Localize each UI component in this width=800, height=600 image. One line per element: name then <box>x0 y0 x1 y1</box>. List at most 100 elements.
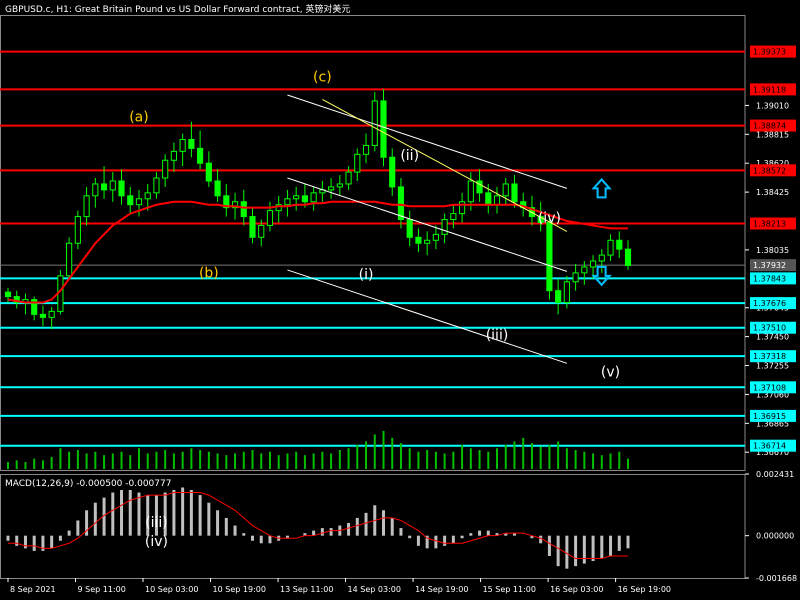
candle-body <box>179 138 186 152</box>
support-level-price-label: 1.37510 <box>753 324 786 333</box>
candle-body <box>424 239 431 244</box>
price-axis: 1.39010 1.38815 1.38620 1.38425 1.38035 1.376… <box>745 45 797 583</box>
candle-body <box>476 180 483 194</box>
candle-body <box>546 221 553 292</box>
candle-body <box>555 290 562 304</box>
candle-body <box>162 159 169 179</box>
current-price-label: 1.37932 <box>753 261 786 270</box>
support-level-price-label: 1.37108 <box>753 383 786 392</box>
price-tick-label: 1.38035 <box>756 246 789 255</box>
candle-body <box>406 219 413 238</box>
price-tick-label: 1.38425 <box>756 188 789 197</box>
candle-body <box>310 192 317 203</box>
candle-body <box>328 186 335 191</box>
channel-line <box>287 177 568 272</box>
wave-label: (iv) <box>538 210 561 226</box>
candle-body <box>249 216 256 238</box>
macd-wave-label: (iv) <box>145 534 168 550</box>
resistance-level-price-label: 1.38213 <box>753 220 786 229</box>
price-tick-label: 1.39010 <box>756 101 789 110</box>
arrow-down-icon <box>591 265 612 287</box>
candle-body <box>502 183 509 197</box>
price-tick-label: 1.36865 <box>756 419 789 428</box>
resistance-level-price-label: 1.38874 <box>753 122 786 131</box>
macd-panel: (iii) (iv) <box>6 487 630 569</box>
resistance-level-price-label: 1.38572 <box>753 166 786 175</box>
price-pane-frame <box>0 15 746 471</box>
price-tick-label: 1.37450 <box>756 333 789 342</box>
resistance-level-price-label: 1.39118 <box>753 85 786 94</box>
candle-body <box>197 147 204 164</box>
candle-body <box>223 195 230 209</box>
candle-body <box>231 201 239 209</box>
support-level-price-label: 1.36714 <box>753 442 786 451</box>
candle-body <box>109 180 116 191</box>
candle-body <box>135 198 143 206</box>
candle-body <box>441 219 448 235</box>
current-price-box <box>750 259 796 272</box>
chart-title: GBPUSD.c, H1: Great Britain Pound vs US … <box>5 3 350 15</box>
price-tick-label: 1.38620 <box>756 159 789 168</box>
candle-body <box>511 183 518 203</box>
resistance-level-price-box <box>750 83 796 96</box>
channel-line <box>287 94 568 189</box>
support-level-price-box <box>750 409 796 422</box>
support-level-price-box <box>750 439 796 452</box>
candle-body <box>624 248 632 266</box>
candle-body <box>467 180 474 203</box>
candles-layer <box>4 89 632 330</box>
candle-body <box>301 195 308 203</box>
channel-line <box>287 269 568 364</box>
resistance-level-price-box <box>750 164 796 177</box>
trendlines-layer <box>287 94 612 364</box>
time-tick-label: 10 Sep 03:00 <box>145 585 198 594</box>
volume-layer <box>7 431 629 469</box>
candle-body <box>485 192 492 206</box>
candle-body <box>39 313 47 318</box>
candle-body <box>415 236 422 244</box>
time-axis: 8 Sep 2021 9 Sep 11:00 10 Sep 03:00 10 Sep … <box>7 578 671 594</box>
support-level-price-box <box>750 297 796 310</box>
support-level-price-label: 1.37676 <box>753 299 786 308</box>
wave-label: (c) <box>313 70 332 86</box>
candle-body <box>188 138 195 149</box>
time-tick-label: 16 Sep 19:00 <box>618 585 671 594</box>
time-tick-label: 8 Sep 2021 <box>10 585 56 594</box>
candle-body <box>616 239 623 250</box>
wave-label: (a) <box>129 110 149 126</box>
candle-body <box>170 150 177 161</box>
candle-body <box>293 195 300 200</box>
candle-body <box>205 162 212 182</box>
support-level-price-box <box>750 321 796 334</box>
candle-body <box>74 216 81 244</box>
macd-tick-label: -0.001668 <box>756 574 797 583</box>
candle-body <box>380 100 387 158</box>
time-tick-label: 9 Sep 11:00 <box>78 585 126 594</box>
candle-body <box>345 171 352 185</box>
support-level-price-label: 1.37843 <box>753 274 786 283</box>
candle-body <box>537 216 544 223</box>
candle-body <box>397 186 405 221</box>
candle-body <box>240 201 247 218</box>
wave-label: (i) <box>359 267 374 283</box>
candle-body <box>589 260 597 268</box>
wave-label: (iii) <box>486 328 509 344</box>
candle-body <box>258 224 265 238</box>
candle-body <box>459 201 466 215</box>
macd-tick-label: 0.002431 <box>756 470 794 479</box>
candle-body <box>450 213 457 221</box>
candle-body <box>493 195 501 206</box>
resistance-level-price-box <box>750 119 796 132</box>
resistance-level-price-box <box>750 217 796 230</box>
candle-body <box>389 156 396 188</box>
support-level-price-label: 1.37318 <box>753 352 786 361</box>
candle-body <box>4 291 12 298</box>
macd-tick-label: 0.000000 <box>756 532 794 541</box>
support-level-price-label: 1.36915 <box>753 412 786 421</box>
candle-body <box>48 310 55 318</box>
candle-body <box>144 192 151 200</box>
price-tick-label: 1.36670 <box>756 448 789 457</box>
time-tick-label: 16 Sep 03:00 <box>550 585 603 594</box>
